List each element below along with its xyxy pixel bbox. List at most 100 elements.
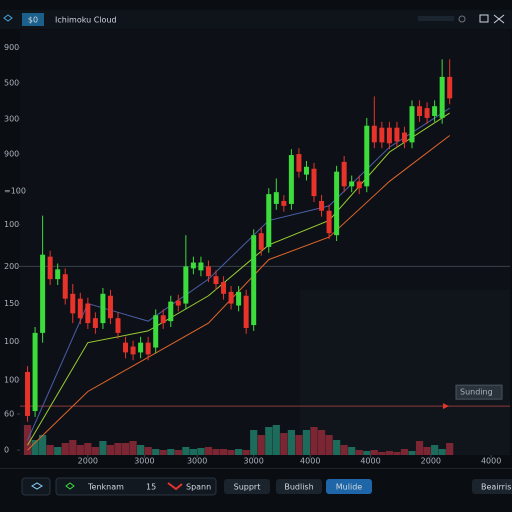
- cloud-shade: [300, 290, 510, 455]
- candle-body: [334, 171, 340, 236]
- candle-body: [205, 266, 211, 277]
- badge-box[interactable]: [22, 13, 44, 26]
- toolbar-icon[interactable]: [458, 15, 466, 23]
- volume-bar: [333, 440, 341, 455]
- close-icon[interactable]: [493, 14, 505, 24]
- candle-body: [130, 346, 136, 355]
- volume-bar: [310, 427, 318, 455]
- volume-bar: [46, 445, 54, 455]
- volume-bar: [189, 449, 197, 455]
- candle-body: [85, 303, 91, 324]
- volume-bar: [295, 435, 303, 455]
- candle-body: [281, 200, 287, 206]
- period-label: 15: [146, 483, 156, 492]
- volume-bar: [348, 447, 356, 455]
- button[interactable]: [224, 479, 270, 494]
- candle-body: [417, 106, 423, 116]
- tool-button[interactable]: [21, 477, 51, 496]
- candle-body: [62, 274, 68, 299]
- volume-bar: [137, 445, 145, 455]
- volume-bar: [280, 433, 288, 455]
- top-bar: [0, 10, 512, 29]
- volume-bar: [114, 443, 122, 455]
- volume-bar: [84, 443, 92, 455]
- candle-body: [243, 295, 249, 328]
- candle-body: [70, 293, 76, 314]
- y-tick-label: 60: [4, 409, 14, 418]
- y-tick-label: =100: [4, 187, 26, 196]
- volume-bar: [31, 440, 39, 455]
- button[interactable]: [472, 479, 512, 494]
- volume-bar: [287, 430, 295, 455]
- volume-bar: [61, 443, 69, 455]
- x-tick-label: 3000: [134, 457, 154, 466]
- volume-bar: [54, 447, 62, 455]
- button-active[interactable]: [326, 479, 372, 494]
- candle-body: [273, 192, 279, 204]
- candle-body: [349, 181, 355, 187]
- span-icon: [167, 482, 183, 491]
- volume-bar: [197, 448, 205, 455]
- volume-bar: [219, 449, 228, 455]
- logo-icon[interactable]: [3, 14, 13, 22]
- y-tick-label: 300: [4, 114, 19, 123]
- annotation: Sunding: [460, 388, 493, 397]
- candle-body: [439, 76, 445, 118]
- volume-bar: [250, 430, 258, 455]
- candle-body: [190, 262, 196, 269]
- tenkan-label: Tenknam: [87, 483, 124, 492]
- volume-bar: [91, 447, 99, 455]
- candle-body: [379, 127, 385, 143]
- toolbar-title: Ichimoku Cloud: [55, 16, 117, 25]
- y-tick-label: 500: [4, 78, 19, 87]
- toolbar-icon[interactable]: [479, 14, 489, 23]
- candle-body: [92, 318, 98, 328]
- candle-body: [341, 161, 347, 187]
- x-tick-label: 2000: [421, 457, 441, 466]
- candle-body: [183, 266, 189, 304]
- candle-body: [326, 210, 332, 234]
- candle-body: [107, 295, 113, 319]
- candle-body: [356, 181, 362, 189]
- volume-bar: [227, 450, 235, 455]
- candle-body: [55, 269, 61, 280]
- volume-bar: [204, 447, 213, 455]
- volume-bar: [393, 452, 401, 455]
- volume-bar: [438, 449, 446, 455]
- candle-body: [266, 194, 272, 247]
- candle-body: [77, 298, 83, 319]
- badge: $0: [28, 16, 38, 25]
- volume-bar: [423, 447, 431, 455]
- button[interactable]: [276, 479, 322, 494]
- volume-bar: [272, 425, 280, 455]
- candle-body: [303, 166, 309, 175]
- volume-bar: [340, 445, 348, 455]
- candle-body: [221, 282, 227, 294]
- candle-body: [432, 106, 438, 116]
- volume-bar: [144, 447, 152, 455]
- x-tick-label: 4000: [360, 457, 380, 466]
- toolbar-field[interactable]: [418, 16, 454, 21]
- volume-bar: [446, 443, 454, 455]
- volume-bar: [257, 435, 265, 455]
- y-tick-label: 900: [4, 43, 19, 52]
- candle-body: [25, 371, 31, 416]
- span-label: Spann: [186, 483, 211, 492]
- button-label: Budlish: [284, 483, 313, 492]
- y-tick-label: 0: [4, 446, 9, 455]
- candle-body: [160, 315, 166, 324]
- volume-bar: [265, 427, 273, 455]
- candle-body: [213, 276, 219, 285]
- x-tick-label: 3000: [244, 457, 264, 466]
- indicator-panel[interactable]: [55, 477, 217, 496]
- candle-body: [311, 168, 317, 197]
- volume-bar: [242, 450, 250, 455]
- candle-body: [258, 233, 264, 250]
- candle-body: [198, 262, 204, 271]
- candle-body: [100, 293, 106, 324]
- candle-body: [40, 254, 46, 333]
- indicator-line: [27, 112, 450, 446]
- candle-body: [296, 154, 302, 172]
- volume-bar: [121, 443, 130, 455]
